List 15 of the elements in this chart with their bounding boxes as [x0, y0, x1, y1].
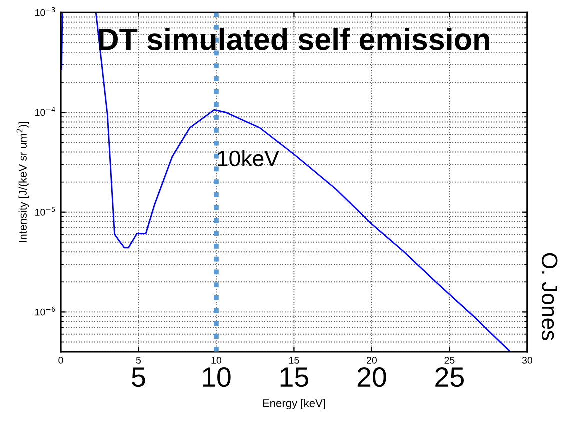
x-tick-label: 25 — [444, 357, 455, 364]
x-tick-label: 0 — [58, 357, 64, 364]
y-tick-label: 10$^{−6}$ — [36, 306, 56, 316]
x-tick-label: 15 — [290, 357, 300, 364]
x-tick-label: 30 — [522, 357, 532, 364]
y-tick-label: 10$^{−5}$ — [36, 207, 56, 216]
x-tick-label: 20 — [367, 357, 377, 364]
y-axis-title: Intensity [J/(keV sr um$^{2}$)] — [16, 122, 30, 242]
x-tick-label: 10 — [212, 357, 222, 364]
y-tick-label: 10$^{−3}$ — [36, 7, 56, 16]
x-tick-label: 5 — [136, 357, 142, 364]
x-axis-title: Energy [keV] — [263, 399, 326, 410]
y-tick-label: 10$^{−4}$ — [36, 107, 56, 116]
ref-line-label: 10keV — [218, 150, 280, 167]
text: O. Jones — [542, 253, 558, 340]
